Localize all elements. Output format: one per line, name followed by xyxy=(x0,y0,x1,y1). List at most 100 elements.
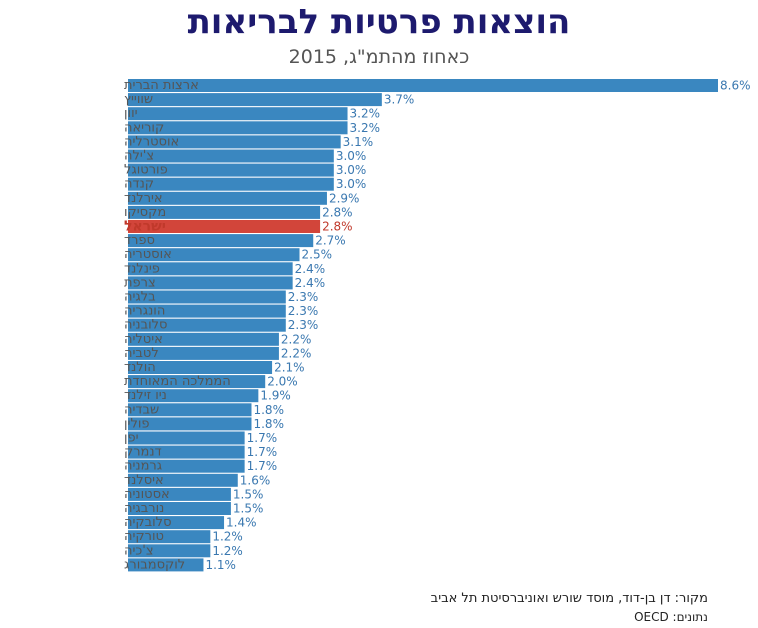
bar-0 xyxy=(128,79,718,92)
value-label-0: 8.6% xyxy=(720,79,751,93)
value-label-20: 2.1% xyxy=(274,361,305,375)
bar-3 xyxy=(128,121,348,135)
category-label-21: הממלכה המאוחדת xyxy=(124,374,231,389)
value-label-22: 1.9% xyxy=(260,389,291,403)
value-label-13: 2.4% xyxy=(295,262,326,276)
category-label-26: דנמרק xyxy=(124,445,162,460)
value-label-11: 2.7% xyxy=(315,234,346,248)
bar-9 xyxy=(128,205,321,219)
bar-15 xyxy=(128,290,286,304)
category-label-2: יוון xyxy=(124,106,138,121)
category-label-11: ספרד xyxy=(124,233,155,248)
category-label-14: צרפת xyxy=(124,275,156,290)
bar-1 xyxy=(128,93,382,107)
category-label-13: פינלנד xyxy=(124,261,160,276)
value-label-29: 1.5% xyxy=(233,487,264,501)
value-label-32: 1.2% xyxy=(212,530,243,544)
category-label-16: הונגריה xyxy=(124,304,165,319)
category-label-4: אוסטרליה xyxy=(124,134,179,149)
value-label-7: 3.0% xyxy=(336,177,367,191)
category-label-7: קנדה xyxy=(124,177,154,192)
category-label-33: צ'כיה xyxy=(124,543,154,558)
category-label-28: איסלנד xyxy=(124,473,164,488)
chart-title: הוצאות פרטיות לבריאות xyxy=(187,2,571,42)
category-label-24: פולין xyxy=(124,416,150,431)
bar-6 xyxy=(128,163,334,177)
value-label-3: 3.2% xyxy=(350,121,381,135)
value-label-10: 2.8% xyxy=(322,220,353,234)
bar-30 xyxy=(128,502,231,515)
value-label-30: 1.5% xyxy=(233,502,264,516)
bar-19 xyxy=(128,346,279,360)
value-label-24: 1.8% xyxy=(253,417,284,431)
category-label-34: לוקסמבורג xyxy=(124,557,185,572)
value-label-26: 1.7% xyxy=(247,445,278,459)
category-label-3: קוריאה xyxy=(124,120,164,135)
bar-32 xyxy=(128,530,211,544)
bar-31 xyxy=(128,516,225,530)
bar-26 xyxy=(128,445,245,459)
bar-16 xyxy=(128,304,286,318)
category-label-20: הולנד xyxy=(124,360,156,375)
bars-group xyxy=(128,79,718,572)
bar-23 xyxy=(128,403,252,417)
bar-33 xyxy=(128,544,211,558)
bar-12 xyxy=(128,248,300,262)
category-label-32: טורקיה xyxy=(124,529,164,544)
value-label-5: 3.0% xyxy=(336,149,367,163)
value-label-23: 1.8% xyxy=(253,403,284,417)
bar-22 xyxy=(128,389,259,403)
source-note: מקור: דן בן-דוד, מוסד שורש ואוניברסיטת ת… xyxy=(430,591,708,606)
value-label-27: 1.7% xyxy=(247,459,278,473)
value-label-14: 2.4% xyxy=(295,276,326,290)
value-label-15: 2.3% xyxy=(288,290,319,304)
bar-7 xyxy=(128,177,334,191)
bar-21 xyxy=(128,375,266,389)
category-label-5: צ'ילה xyxy=(124,149,154,164)
value-label-19: 2.2% xyxy=(281,346,312,360)
value-label-34: 1.1% xyxy=(205,558,236,572)
category-label-1: שווייץ xyxy=(124,92,153,107)
category-label-22: ניו זילנד xyxy=(124,388,167,403)
value-label-16: 2.3% xyxy=(288,304,319,318)
bar-10 xyxy=(128,220,321,233)
chart-subtitle: כאחוז מהתמ"ג, 2015 xyxy=(288,46,470,68)
category-label-19: לטביה xyxy=(124,346,159,361)
value-label-12: 2.5% xyxy=(302,248,333,262)
category-label-0: ארצות הברית xyxy=(124,78,199,93)
value-label-28: 1.6% xyxy=(240,473,271,487)
category-label-18: איטליה xyxy=(124,332,163,347)
category-label-8: אירלנד xyxy=(124,191,163,206)
category-label-27: גרמניה xyxy=(124,459,162,474)
bar-5 xyxy=(128,149,334,163)
category-label-29: אסטוניה xyxy=(124,487,170,502)
bar-28 xyxy=(128,473,238,487)
bar-20 xyxy=(128,361,273,374)
category-label-9: מקסיקו xyxy=(124,205,166,220)
category-label-30: נורבגיה xyxy=(124,501,164,516)
category-label-31: סלובקיה xyxy=(124,515,172,530)
category-labels: ארצות הבריתשווייץיווןקוריאהאוסטרליהצ'ילה… xyxy=(124,78,231,572)
bar-11 xyxy=(128,234,314,248)
value-label-31: 1.4% xyxy=(226,516,257,530)
bar-29 xyxy=(128,487,231,501)
value-label-18: 2.2% xyxy=(281,332,312,346)
bar-8 xyxy=(128,191,327,205)
category-label-17: סלובניה xyxy=(124,318,168,333)
data-note: נתונים: OECD xyxy=(634,610,708,624)
category-label-25: יפן xyxy=(124,431,139,446)
value-label-4: 3.1% xyxy=(343,135,374,149)
bar-25 xyxy=(128,431,245,445)
value-label-21: 2.0% xyxy=(267,375,298,389)
value-label-2: 3.2% xyxy=(350,107,381,121)
category-label-6: פורטוגל xyxy=(124,163,168,178)
bar-4 xyxy=(128,135,341,149)
bar-18 xyxy=(128,332,279,346)
bar-27 xyxy=(128,459,245,473)
value-labels: 8.6%3.7%3.2%3.2%3.1%3.0%3.0%3.0%2.9%2.8%… xyxy=(205,79,750,572)
bar-2 xyxy=(128,107,348,121)
value-label-33: 1.2% xyxy=(212,544,243,558)
value-label-8: 2.9% xyxy=(329,191,360,205)
bar-13 xyxy=(128,262,293,276)
